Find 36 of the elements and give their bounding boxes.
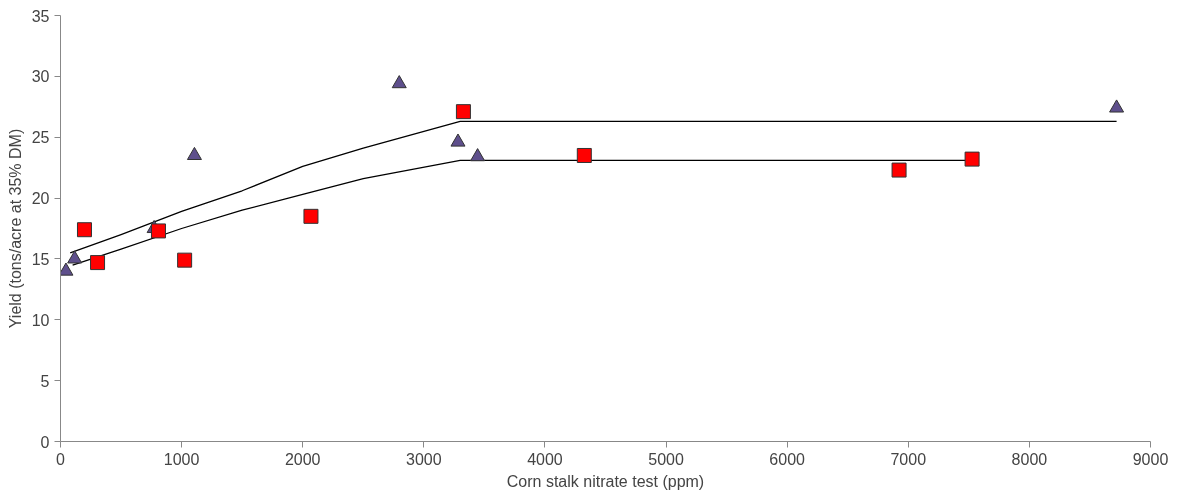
x-tick-label: 8000 (1011, 450, 1048, 468)
point (186, 146, 202, 161)
x-axis-title: Corn stalk nitrate test (ppm) (506, 472, 705, 490)
y-tick-label: 5 (40, 372, 50, 390)
point (76, 222, 92, 238)
y-tick-label: 35 (31, 7, 50, 25)
x-tick-label: 0 (56, 450, 66, 468)
point (576, 147, 592, 163)
x-tick-label: 7000 (890, 450, 927, 468)
y-tick-label: 25 (31, 129, 50, 147)
x-tick-label: 5000 (648, 450, 684, 468)
x-tick-label: 3000 (406, 450, 442, 468)
point (891, 162, 907, 178)
y-tick-label: 15 (31, 250, 50, 268)
x-tick-label: 6000 (769, 450, 806, 468)
point (90, 255, 106, 271)
point (450, 133, 466, 147)
point (391, 75, 407, 89)
point (470, 148, 486, 162)
x-tick-label: 2000 (284, 450, 321, 468)
point (964, 151, 980, 167)
point (303, 208, 319, 224)
y-axis-title: Yield (tons/acre at 35% DM) (6, 128, 24, 329)
x-tick-label: 1000 (163, 450, 200, 468)
y-tick-label: 10 (31, 311, 50, 329)
y-tick-label: 0 (40, 433, 50, 451)
point (455, 104, 471, 120)
x-tick-label: 9000 (1132, 450, 1169, 468)
y-tick-label: 20 (31, 190, 50, 208)
x-tick-label: 4000 (527, 450, 563, 468)
point (67, 250, 83, 264)
point (177, 252, 193, 268)
point (150, 223, 166, 239)
y-tick-label: 30 (31, 68, 50, 86)
point (60, 262, 74, 276)
point (1109, 99, 1125, 113)
